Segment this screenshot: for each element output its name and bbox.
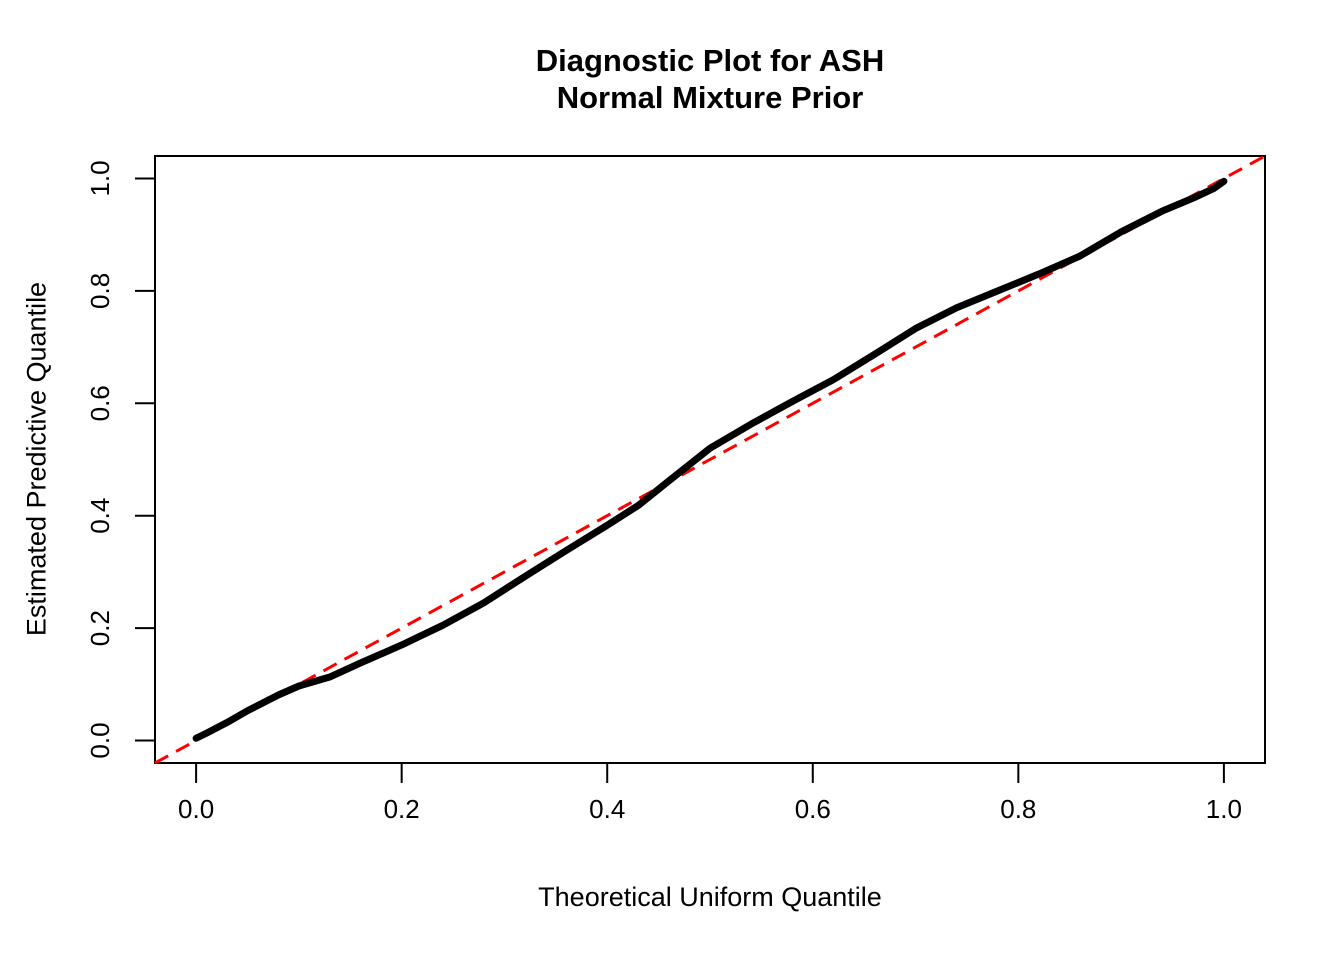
qq-curve	[192, 177, 1228, 742]
x-tick-label: 0.8	[1000, 794, 1036, 824]
y-tick-label: 0.4	[85, 498, 115, 534]
x-tick-label: 0.2	[384, 794, 420, 824]
x-tick-label: 1.0	[1206, 794, 1242, 824]
x-axis: 0.0 0.2 0.4 0.6 0.8 1.0	[178, 763, 1242, 824]
y-tick-label: 0.6	[85, 385, 115, 421]
y-tick-label: 0.8	[85, 273, 115, 309]
y-axis: 0.0 0.2 0.4 0.6 0.8 1.0	[85, 160, 155, 759]
y-axis-title: Estimated Predictive Quantile	[21, 281, 52, 637]
x-tick-label: 0.6	[795, 794, 831, 824]
y-tick-label: 0.2	[85, 610, 115, 646]
plot-title: Diagnostic Plot for ASH Normal Mixture P…	[535, 43, 885, 115]
x-tick-label: 0.0	[178, 794, 214, 824]
x-tick-label: 0.4	[589, 794, 625, 824]
plot-box	[154, 155, 1266, 764]
y-tick-label: 0.0	[85, 722, 115, 758]
y-tick-label: 1.0	[85, 160, 115, 196]
x-axis-title: Theoretical Uniform Quantile	[538, 882, 882, 912]
reference-line	[154, 154, 1266, 765]
